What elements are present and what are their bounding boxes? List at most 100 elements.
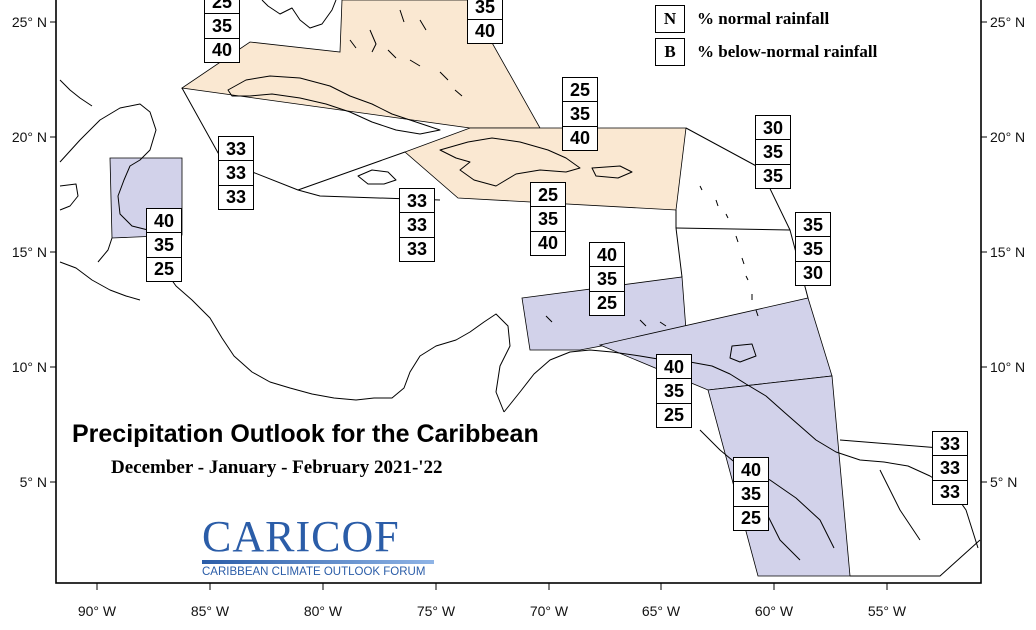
forecast-box-abc-islands: 40 35 25: [589, 242, 625, 316]
forecast-value: 35: [796, 237, 830, 262]
lat-label: 10° N: [12, 359, 47, 375]
forecast-box-guyana: 40 35 25: [733, 457, 769, 531]
gulf-coast: [59, 79, 93, 107]
legend-item-below-normal: B % below-normal rainfall: [655, 35, 877, 68]
caricof-logo: CARICOF CARIBBEAN CLIMATE OUTLOOK FORUM: [202, 515, 434, 578]
longitude-labels: 90° W 85° W 80° W 75° W 70° W 65° W 60° …: [78, 603, 907, 619]
forecast-value: 35: [762, 166, 784, 187]
forecast-value: 35: [590, 267, 624, 292]
lon-label: 65° W: [642, 603, 681, 619]
forecast-value: 40: [590, 243, 624, 268]
forecast-value: 33: [225, 187, 247, 208]
latitude-labels-right: 25° N 20° N 15° N 10° N 5° N: [990, 14, 1025, 490]
legend-key: N: [655, 4, 685, 33]
forecast-value: 35: [468, 0, 502, 20]
hispaniola-coast: [439, 137, 581, 187]
forecast-box-central-caribbean: 33 33 33: [399, 188, 435, 262]
forecast-value: 33: [400, 189, 434, 214]
forecast-value: 40: [569, 128, 591, 149]
zone-boundaries: [181, 87, 981, 577]
forecast-box-bahamas-central: 35 40: [467, 0, 503, 44]
jamaica-coast: [357, 169, 397, 185]
forecast-value: 35: [756, 140, 790, 165]
forecast-value: 40: [657, 355, 691, 380]
forecast-value: 33: [939, 482, 961, 503]
forecast-value: 30: [802, 263, 824, 284]
lon-label: 70° W: [530, 603, 569, 619]
forecast-box-hispaniola-south: 25 35 40: [530, 182, 566, 256]
lat-label: 20° N: [12, 129, 47, 145]
zone-guianas-lavender: [707, 375, 851, 577]
lon-label: 75° W: [417, 603, 456, 619]
bahamas-islands: [349, 9, 463, 97]
lat-label: 15° N: [12, 244, 47, 260]
lat-label: 20° N: [990, 129, 1025, 145]
forecast-box-northern-leewards: 30 35 35: [755, 115, 791, 189]
logo-underline: [202, 560, 434, 564]
logo-wordmark: CARICOF: [202, 512, 400, 561]
legend-key: B: [655, 37, 685, 66]
forecast-value: 40: [537, 233, 559, 254]
axis-ticks: [50, 21, 987, 590]
latitude-labels-left: 25° N 20° N 15° N 10° N 5° N: [12, 14, 47, 490]
forecast-value: 40: [147, 209, 181, 234]
forecast-box-turks-caicos: 25 35 40: [562, 77, 598, 151]
map-subtitle: December - January - February 2021-'22: [111, 457, 443, 478]
forecast-box-western-caribbean: 33 33 33: [218, 136, 254, 210]
logo-tagline: CARIBBEAN CLIMATE OUTLOOK FORUM: [202, 566, 426, 578]
forecast-value: 25: [531, 183, 565, 208]
forecast-value: 35: [657, 379, 691, 404]
lat-label: 10° N: [990, 359, 1025, 375]
forecast-value: 40: [211, 40, 233, 61]
map-frame: [55, 0, 982, 584]
forecast-value: 30: [756, 116, 790, 141]
forecast-value: 33: [219, 137, 253, 162]
forecast-value: 35: [531, 207, 565, 232]
forecast-value: 25: [153, 259, 175, 280]
lon-label: 85° W: [191, 603, 230, 619]
forecast-value: 33: [406, 239, 428, 260]
forecast-value: 33: [933, 432, 967, 457]
lat-label: 5° N: [20, 474, 47, 490]
trinidad-coast: [729, 343, 757, 363]
forecast-value: 35: [563, 102, 597, 127]
forecast-value: 35: [796, 213, 830, 238]
forecast-value: 25: [596, 293, 618, 314]
map-title: Precipitation Outlook for the Caribbean: [72, 420, 539, 448]
forecast-value: 25: [205, 0, 239, 15]
forecast-value: 35: [205, 14, 239, 39]
forecast-value: 35: [147, 233, 181, 258]
forecast-box-suriname: 33 33 33: [932, 431, 968, 505]
florida-coast: [261, 0, 337, 29]
coastlines: [59, 0, 979, 561]
forecast-value: 25: [663, 405, 685, 426]
forecast-box-windwards: 35 35 30: [795, 212, 831, 286]
forecast-value: 33: [219, 161, 253, 186]
venezuela-coast: [503, 349, 747, 413]
yucatan-border: [59, 183, 113, 263]
pacific-coast: [59, 261, 141, 301]
lat-label: 25° N: [12, 14, 47, 30]
forecast-value: 40: [474, 21, 496, 42]
cuba-coast: [227, 75, 441, 135]
lesser-antilles: [545, 185, 759, 327]
forecast-box-trinidad: 40 35 25: [656, 354, 692, 428]
central-america-coast: [59, 103, 511, 413]
map-legend: N % normal rainfall B % below-normal rai…: [655, 2, 877, 68]
forecast-value: 33: [400, 213, 434, 238]
lon-label: 55° W: [868, 603, 907, 619]
forecast-box-bahamas-north: 25 35 40: [204, 0, 240, 63]
zone-hispaniola-peach: [404, 127, 687, 211]
forecast-value: 40: [734, 458, 768, 483]
forecast-value: 35: [734, 482, 768, 507]
lon-label: 80° W: [304, 603, 343, 619]
lat-label: 25° N: [990, 14, 1025, 30]
forecast-value: 25: [740, 508, 762, 529]
lat-label: 15° N: [990, 244, 1025, 260]
forecast-box-belize: 40 35 25: [146, 208, 182, 282]
puerto-rico-coast: [591, 165, 633, 179]
forecast-value: 33: [933, 456, 967, 481]
lat-label: 5° N: [990, 474, 1017, 490]
legend-label: % normal rainfall: [697, 8, 830, 28]
